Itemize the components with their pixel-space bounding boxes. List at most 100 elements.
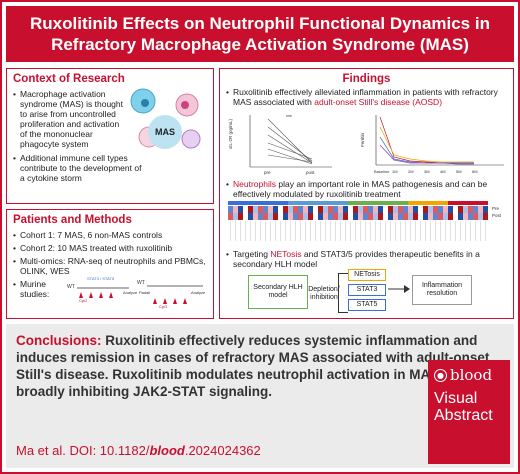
heatmap-cell	[383, 213, 388, 220]
heatmap-cell	[453, 213, 458, 220]
heatmap-cell	[473, 206, 478, 213]
plot2-xlabel: 4M	[440, 169, 446, 174]
plot1-xlabel-pre: pre	[264, 170, 271, 175]
target-bracket	[338, 273, 348, 313]
timeline2-arrow	[153, 298, 157, 304]
heatmap-cell	[453, 206, 458, 213]
heatmap-cell	[268, 206, 273, 213]
findings-bullet-2-text: play an important role in MAS pathogenes…	[233, 179, 488, 199]
heatmap-cell	[373, 213, 378, 220]
heatmap-cell	[423, 206, 428, 213]
depletion-label-box: Depletion/ inhibition	[308, 281, 340, 307]
heatmap-cell	[318, 213, 323, 220]
timeline2-extra: Padall	[139, 290, 150, 295]
heatmap-cell	[303, 206, 308, 213]
context-bullet-2: Additional immune cell types contribute …	[13, 153, 143, 183]
heatmap-cell	[228, 213, 233, 220]
heatmap-cell	[393, 206, 398, 213]
findings-panel: Findings Ruxolitinib effectively allevia…	[219, 68, 514, 319]
title-banner: Ruxolitinib Effects on Neutrophil Functi…	[6, 6, 514, 62]
heatmap-cell	[358, 213, 363, 220]
context-heading: Context of Research	[13, 73, 125, 85]
heatmap-cell	[458, 213, 463, 220]
citation-journal: blood	[149, 443, 185, 458]
timeline1-wt: WT	[67, 284, 75, 290]
heatmap-cell	[268, 213, 273, 220]
inflammation-resolution-label: Inflammation resolution	[421, 282, 463, 297]
heatmap-cell	[468, 206, 473, 213]
heatmap-cell	[353, 206, 358, 213]
heatmap-cell	[368, 213, 373, 220]
timeline1-tag: CpG	[79, 298, 87, 303]
heatmap-cell	[438, 213, 443, 220]
netosis-highlight: NETosis	[270, 249, 302, 259]
plot2-ylabel: Ferritin	[360, 133, 365, 147]
heatmap-group-bar	[448, 201, 488, 205]
methods-bullet-4: Murine studies:	[13, 279, 73, 299]
timeline1-extra: STAT3 / STAT5	[87, 276, 115, 281]
cell-icon-purple	[181, 129, 201, 149]
heatmap-cell	[338, 213, 343, 220]
heatmap-cell	[428, 206, 433, 213]
plot1-xlabel-post: post	[306, 170, 315, 175]
heatmap-cell	[253, 206, 258, 213]
methods-bullet-1: Cohort 1: 7 MAS, 6 non-MAS controls	[13, 230, 208, 240]
stat5-label: STAT5	[356, 301, 378, 308]
heatmap-cell	[283, 213, 288, 220]
plot2-xlabel: Baseline	[374, 169, 390, 174]
stat3-label: STAT3	[356, 286, 378, 293]
citation: Ma et al. DOI: 10.1182/blood.2024024362	[16, 443, 261, 458]
timeline1-arrow	[79, 292, 83, 298]
heatmap-cell	[243, 206, 248, 213]
visual-label: Visual	[434, 390, 478, 407]
heatmap-cell	[343, 213, 348, 220]
heatmap-cell	[483, 213, 488, 220]
context-bullet-1: Macrophage activation syndrome (MAS) is …	[13, 89, 123, 149]
heatmap-cell	[308, 206, 313, 213]
heatmap-cell	[333, 213, 338, 220]
heatmap-cell	[378, 213, 383, 220]
expression-heatmap: Pre Post	[228, 201, 502, 241]
plot1-ylabel: sIL-2R (pg/mL)	[228, 118, 233, 149]
heatmap-cell	[323, 206, 328, 213]
nucleus-icon-pink	[181, 101, 189, 109]
heatmap-cell	[348, 213, 353, 220]
heatmap-group-bar	[348, 201, 408, 205]
heatmap-cell	[263, 213, 268, 220]
heatmap-cell	[253, 213, 258, 220]
heatmap-cell	[238, 213, 243, 220]
heatmap-cell	[278, 206, 283, 213]
heatmap-cell	[373, 206, 378, 213]
plot2-line	[379, 116, 474, 164]
conclusions-panel: Conclusions: Ruxolitinib effectively red…	[6, 324, 514, 468]
findings-bullet-3-text-b: and STAT3/5 provides therapeutic benefit…	[233, 249, 480, 269]
aosd-highlight: adult-onset Still's disease (AOSD)	[314, 97, 443, 107]
heatmap-cell	[363, 206, 368, 213]
abstract-label: Abstract	[434, 407, 493, 424]
heatmap-cell	[278, 213, 283, 220]
heatmap-cell	[243, 213, 248, 220]
heatmap-cell	[458, 206, 463, 213]
blood-logo-text: blood	[450, 366, 493, 384]
heatmap-cell	[353, 213, 358, 220]
heatmap-cell	[288, 206, 293, 213]
sil2r-plot: sIL-2R (pg/mL) *** pre post	[228, 115, 332, 175]
heatmap-cell	[483, 206, 488, 213]
heatmap-cell	[298, 213, 303, 220]
heatmap-cell	[318, 206, 323, 213]
heatmap-cell	[408, 206, 413, 213]
heatmap-cell	[383, 206, 388, 213]
plot2-line	[379, 144, 474, 165]
heatmap-cell	[248, 206, 253, 213]
plot1-line	[267, 154, 313, 163]
heatmap-cell	[388, 206, 393, 213]
heatmap-cell	[258, 206, 263, 213]
plot2-xlabel: 5M	[456, 169, 462, 174]
context-panel: Context of Research Macrophage activatio…	[6, 68, 214, 204]
findings-bullet-3-text-a: Targeting	[233, 249, 271, 259]
heatmap-cell	[398, 206, 403, 213]
inflammation-resolution-box: Inflammation resolution	[412, 275, 472, 305]
netosis-label: NETosis	[354, 271, 380, 278]
depletion-label: Depletion/ inhibition	[308, 286, 340, 301]
findings-bullet-1-text: Ruxolitinib effectively alleviated infla…	[233, 87, 498, 107]
